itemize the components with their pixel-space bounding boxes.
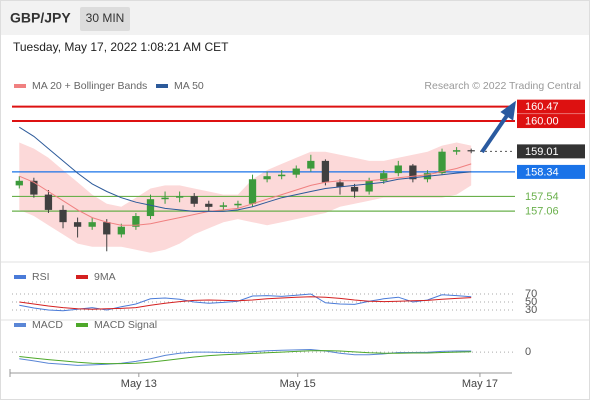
candle-body	[409, 165, 417, 180]
x-tick-label: May 15	[280, 378, 316, 390]
legend-swatch	[76, 275, 88, 279]
legend-swatch	[76, 323, 88, 327]
indicator-line	[19, 296, 472, 310]
candle-body	[234, 203, 242, 206]
ma-line	[19, 163, 472, 226]
y-tick-label: 0	[525, 346, 531, 358]
candle-body	[44, 194, 53, 210]
candle-body	[15, 180, 23, 186]
candle-body	[30, 180, 38, 195]
legend-label: 9MA	[94, 271, 116, 283]
candle-body	[205, 203, 213, 207]
timestamp: Tuesday, May 17, 2022 1:08:21 AM CET	[13, 40, 229, 54]
source-note: Research © 2022 Trading Central	[424, 80, 581, 92]
level-label-box	[517, 114, 585, 129]
level-label: 160.00	[525, 115, 559, 127]
forecast-arrowhead	[500, 100, 516, 121]
candle-body	[263, 176, 271, 180]
candle-body	[248, 179, 257, 204]
candle-body	[307, 160, 315, 169]
legend-label: MA 50	[174, 80, 204, 92]
candle-body	[365, 180, 373, 192]
level-label: 160.47	[525, 101, 559, 113]
candle-body	[175, 196, 184, 198]
x-tick-label: May 17	[462, 378, 498, 390]
indicator-line	[19, 293, 472, 312]
candle-body	[467, 150, 475, 152]
candle-body	[278, 174, 286, 177]
indicator-line	[19, 350, 472, 365]
x-tick-label: May 13	[121, 378, 157, 390]
timeframe: 30 MIN	[86, 11, 125, 25]
ma-line	[19, 126, 472, 212]
candle-body	[161, 197, 169, 200]
candle-body	[336, 182, 344, 187]
y-tick-label: 30	[525, 304, 537, 316]
level-label-box	[517, 164, 585, 179]
timeframe-box	[80, 7, 130, 31]
candle-body	[146, 199, 155, 217]
plot: 160.47 160.00 159.01 158.34 157.54 157.06 MA 2…	[9, 80, 585, 390]
level-label-box	[517, 144, 585, 159]
legend-label: MA 20 + Bollinger Bands	[32, 80, 147, 92]
legend-label: MACD	[32, 319, 63, 331]
candle-body	[88, 222, 96, 227]
candle-body	[190, 196, 198, 204]
legend-swatch	[14, 275, 26, 279]
legend-swatch	[14, 84, 26, 88]
level-label: 158.34	[525, 166, 559, 178]
legend-swatch	[14, 323, 26, 327]
level-label: 159.01	[525, 146, 559, 158]
legend-swatch	[156, 84, 168, 88]
candle-body	[380, 173, 388, 181]
candle-body	[394, 165, 402, 174]
candle-body	[117, 226, 125, 235]
forecast-arrow	[480, 112, 510, 154]
legend-label: RSI	[32, 271, 50, 283]
candle-body	[103, 222, 111, 235]
symbol: GBP/JPY	[10, 10, 71, 26]
y-tick-label: 70	[525, 288, 537, 300]
candle-body	[438, 151, 446, 174]
level-label: 157.54	[525, 191, 559, 203]
candle-body	[292, 168, 300, 175]
level-label: 157.06	[525, 206, 559, 218]
candle-body	[59, 209, 67, 223]
candle-body	[132, 216, 140, 227]
candle-body	[219, 205, 228, 207]
level-label-box	[517, 99, 585, 114]
candle-body	[350, 186, 359, 192]
y-tick-label: 50	[525, 296, 537, 308]
candle-body	[73, 222, 82, 227]
candle-body	[321, 160, 330, 183]
legend-label: MACD Signal	[94, 319, 157, 331]
candle-body	[452, 150, 461, 152]
